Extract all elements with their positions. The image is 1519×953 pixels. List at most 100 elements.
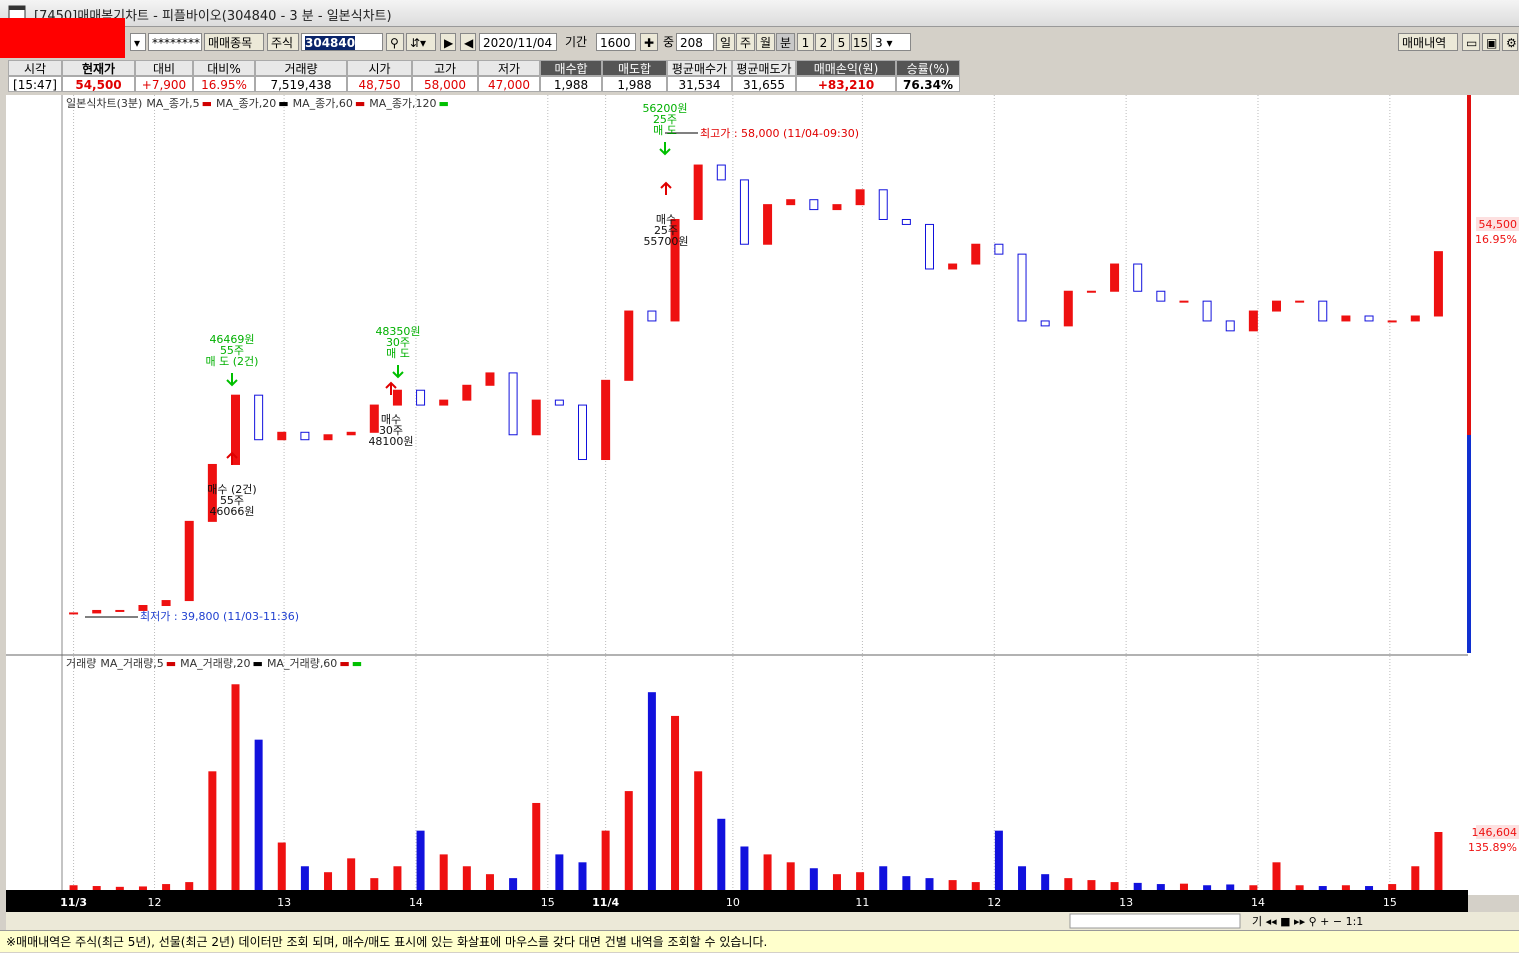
legend-title: 거래량 (66, 657, 96, 670)
volume-bar (393, 866, 402, 890)
legend-swatch: ▬ (439, 97, 449, 110)
volume-bar (671, 715, 680, 890)
interval-button[interactable]: 1 (797, 33, 814, 51)
summary-header: 매도합 (602, 60, 667, 76)
candle (578, 404, 587, 461)
volume-bar (1249, 885, 1258, 890)
trade-note: 30주 (379, 424, 403, 437)
candle (647, 310, 657, 322)
volume-bar (509, 878, 518, 890)
prev-button[interactable]: ◀ (460, 33, 476, 51)
volume-bar (254, 739, 263, 890)
trade-note: 55주 (220, 344, 244, 357)
volume-bar (69, 885, 78, 890)
candle (925, 223, 934, 270)
price-tag (1476, 217, 1519, 231)
period-field[interactable]: 1600 (596, 33, 636, 51)
volume-bar (462, 866, 471, 890)
volume-bar (1156, 884, 1165, 890)
volume-bar (717, 818, 726, 890)
interval-button[interactable]: 주 (736, 33, 755, 51)
trade-note: 55주 (220, 494, 244, 507)
market-button[interactable]: 주식 (267, 33, 299, 51)
interval-value: 3 (875, 36, 883, 50)
candle (554, 399, 564, 406)
middle-field[interactable]: 208 (676, 33, 714, 51)
scroll-thumb[interactable] (1069, 913, 1241, 929)
interval-button[interactable]: 분 (776, 33, 795, 51)
summary-header: 저가 (478, 60, 540, 76)
candle (300, 431, 310, 441)
candle (346, 431, 356, 436)
summary-value: 47,000 (478, 76, 540, 92)
candle (948, 263, 958, 270)
summary-header: 승률(%) (896, 60, 960, 76)
trade-arrow (226, 373, 238, 387)
volume-bar (856, 872, 865, 890)
trade-arrow (385, 381, 397, 395)
candle (1110, 263, 1120, 292)
candle (693, 164, 703, 220)
candle (161, 600, 171, 607)
toggle-button[interactable]: ✚ (640, 33, 658, 51)
pick-button[interactable]: 매매종목 (204, 33, 264, 51)
volume-bar (902, 876, 911, 890)
trade-arrow (659, 142, 671, 156)
summary-header: 거래량 (255, 60, 347, 76)
search-button[interactable]: ⚲ (386, 33, 404, 51)
status-bar: ※매매내역은 주식(최근 5년), 선물(최근 2년) 데이터만 조회 되며, … (0, 930, 1519, 952)
volume-bar (578, 862, 587, 890)
settings-button[interactable]: ⚙ (1502, 33, 1518, 51)
next-button[interactable]: ▶ (440, 33, 456, 51)
summary-value: 31,655 (732, 76, 796, 92)
candle (1295, 300, 1305, 303)
code-field[interactable]: 304840 (301, 33, 383, 51)
scroll-controls[interactable]: 기 ◂◂ ■ ▸▸ ⚲ + − 1:1 (1252, 915, 1363, 928)
candle (1248, 310, 1258, 332)
volume-bar (1434, 832, 1443, 890)
save-button[interactable]: ▣ (1482, 33, 1500, 51)
trade-note: 48350원 (375, 325, 420, 338)
interval-button[interactable]: 월 (756, 33, 775, 51)
summary-value: 54,500 (62, 76, 135, 92)
volume-bar (786, 862, 795, 890)
summary-header: 대비 (135, 60, 193, 76)
legend-entry: MA_종가,60 (293, 97, 353, 110)
candle (901, 218, 911, 225)
right-axis-label: 135.89% (1468, 841, 1517, 854)
volume-bar (948, 880, 957, 890)
candle (416, 389, 426, 406)
date-field[interactable]: 2020/11/04 (479, 33, 557, 51)
candle (1272, 300, 1281, 312)
interval-button[interactable]: 2 (815, 33, 832, 51)
x-tick-label: 11/3 (60, 896, 87, 909)
volume-bar (485, 874, 494, 890)
interval-field[interactable]: 3 ▾ (871, 33, 911, 51)
interval-button[interactable]: 15 (851, 33, 870, 51)
summary-header: 대비% (193, 60, 255, 76)
candle (1318, 300, 1328, 322)
trade-arrow (226, 451, 238, 465)
dropdown[interactable]: ▾ (130, 33, 146, 51)
x-tick-label: 14 (409, 896, 423, 909)
history-button[interactable]: 매매내역 (1398, 33, 1458, 51)
candle (1364, 315, 1374, 322)
period-label: 기간 (565, 35, 588, 49)
volume-bar (971, 882, 980, 890)
candle (184, 520, 194, 602)
summary-header: 시각 (8, 60, 62, 76)
interval-button[interactable]: 5 (833, 33, 850, 51)
sort-button[interactable]: ⇵▾ (406, 33, 436, 51)
volume-bar (763, 854, 772, 890)
candle (763, 204, 773, 245)
middle-label: 중 (663, 35, 675, 49)
trade-note: 매 도 (2건) (206, 355, 259, 368)
legend-swatch: ▬ (166, 657, 176, 670)
candle (1017, 253, 1027, 322)
volume-bar (624, 791, 633, 890)
interval-button[interactable]: 일 (716, 33, 735, 51)
password-field[interactable]: ******** (148, 33, 202, 51)
legend-swatch: ▬ (253, 657, 263, 670)
price-gauge-down (1467, 435, 1471, 653)
folder-button[interactable]: ▭ (1462, 33, 1480, 51)
